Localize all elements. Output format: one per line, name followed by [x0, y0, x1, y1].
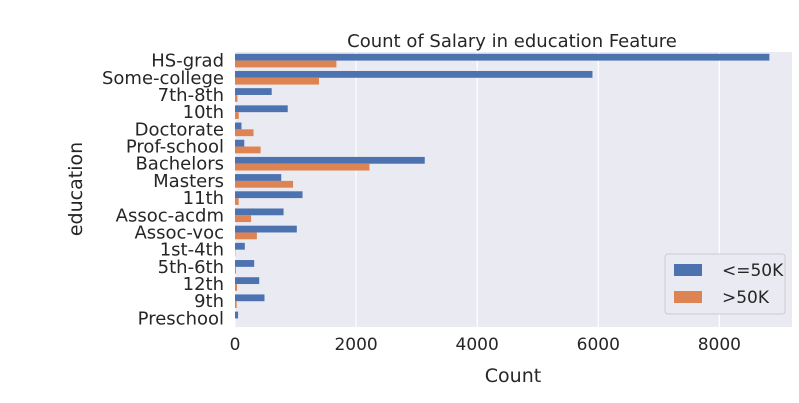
x-axis-label: Count	[485, 365, 541, 387]
bar-gt50k	[235, 180, 294, 188]
bar-le50k	[235, 225, 297, 233]
bar-le50k	[235, 294, 265, 302]
bar-le50k	[235, 191, 303, 199]
x-tick-label: 4000	[456, 335, 499, 355]
y-tick-label: 9th	[194, 291, 224, 312]
bar-gt50k	[235, 112, 239, 119]
x-tick-label: 6000	[577, 335, 620, 355]
y-tick-label: Masters	[153, 171, 224, 192]
bar-gt50k	[235, 94, 238, 102]
bar-gt50k	[235, 60, 337, 68]
y-tick-label: 11th	[183, 188, 224, 209]
bar-gt50k	[235, 77, 319, 85]
x-tick-label: 2000	[334, 335, 377, 355]
y-tick-label: Preschool	[138, 308, 224, 329]
bar-gt50k	[235, 232, 257, 240]
y-tick-label: 7th-8th	[158, 85, 224, 106]
bar-le50k	[235, 88, 272, 95]
x-tick-labels: 0 2000 4000 6000 8000	[230, 335, 741, 355]
y-tick-label: Some-college	[102, 68, 224, 89]
y-tick-label: 12th	[183, 274, 224, 295]
y-tick-label: 10th	[183, 102, 224, 123]
bar-gt50k	[235, 198, 239, 205]
bar-le50k	[235, 122, 242, 130]
bar-le50k	[235, 139, 245, 147]
bar-gt50k	[235, 146, 261, 154]
legend-swatch	[674, 264, 702, 276]
bar-le50k	[235, 70, 593, 78]
bar-le50k	[235, 156, 425, 164]
legend-label: >50K	[722, 288, 770, 308]
bar-gt50k	[235, 284, 237, 291]
bar-le50k	[235, 242, 245, 250]
y-tick-label: Assoc-voc	[134, 222, 224, 243]
y-tick-label: Assoc-acdm	[116, 205, 224, 226]
bar-gt50k	[235, 301, 237, 309]
bar-le50k	[235, 208, 284, 216]
bar-le50k	[235, 277, 260, 285]
x-tick-label: 8000	[698, 335, 741, 355]
chart-title: Count of Salary in education Feature	[347, 31, 677, 52]
y-axis-label: education	[65, 142, 87, 236]
x-tick-label: 0	[230, 335, 241, 355]
y-tick-label: Bachelors	[135, 154, 224, 175]
bar-le50k	[235, 260, 255, 267]
bar-gt50k	[235, 215, 252, 223]
y-tick-label: Doctorate	[135, 119, 224, 140]
bar-le50k	[235, 174, 282, 181]
legend: <=50K >50K	[664, 253, 786, 315]
legend-swatch	[674, 291, 702, 303]
bars	[235, 53, 770, 319]
y-tick-label: Prof-school	[126, 137, 224, 158]
bar-gt50k	[235, 163, 370, 171]
bar-le50k	[235, 311, 239, 319]
y-tick-label: HS-grad	[151, 51, 224, 72]
bar-le50k	[235, 105, 288, 113]
legend-label: <=50K	[722, 261, 784, 281]
y-tick-label: 5th-6th	[158, 257, 224, 278]
bar-le50k	[235, 53, 770, 61]
y-tick-labels: HS-gradSome-college7th-8th10thDoctorateP…	[102, 51, 224, 330]
bar-gt50k	[235, 129, 254, 137]
y-tick-label: 1st-4th	[160, 240, 224, 261]
bar-gt50k	[235, 266, 236, 274]
